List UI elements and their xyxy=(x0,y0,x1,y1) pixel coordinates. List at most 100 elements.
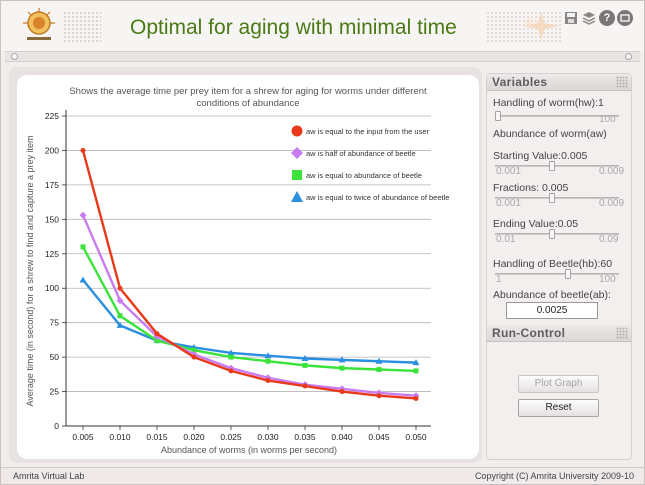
data-point xyxy=(265,358,271,364)
slider-thumb[interactable] xyxy=(549,193,555,203)
variables-heading: Variables xyxy=(492,75,548,89)
x-tick-label: 0.040 xyxy=(331,432,353,442)
data-point xyxy=(301,354,309,361)
sub-toolbar xyxy=(5,51,640,62)
data-point xyxy=(413,368,419,374)
y-tick-label: 200 xyxy=(45,145,59,155)
y-tick-label: 50 xyxy=(50,352,60,362)
handling-worm-label: Handling of worm(hw):1 xyxy=(493,97,604,109)
chart-title-line: Shows the average time per prey item for… xyxy=(69,86,427,97)
legend-marker xyxy=(291,147,303,159)
sparkle-icon xyxy=(521,11,559,41)
x-tick-label: 0.020 xyxy=(183,432,205,442)
data-point xyxy=(376,367,382,373)
data-point xyxy=(117,285,123,291)
abundance-beetle-label: Abundance of beetle(ab): xyxy=(493,289,611,301)
legend-label: aw is equal to twice of abundance of bee… xyxy=(306,193,449,202)
header-dot-pattern xyxy=(63,11,101,43)
data-point xyxy=(191,347,197,353)
data-point xyxy=(117,313,123,319)
plot-graph-button[interactable]: Plot Graph xyxy=(518,375,599,393)
legend-label: aw is equal to abundance of beetle xyxy=(306,171,422,180)
slider-thumb[interactable] xyxy=(549,161,555,171)
handling-worm-slider[interactable] xyxy=(495,111,619,121)
data-point xyxy=(80,147,86,153)
footer-copyright: Copyright (C) Amrita University 2009-10 xyxy=(474,471,634,481)
slider-thumb[interactable] xyxy=(549,229,555,239)
minimize-icon[interactable] xyxy=(617,10,633,26)
handling-beetle-slider[interactable] xyxy=(495,269,619,279)
y-tick-label: 125 xyxy=(45,249,59,259)
y-tick-label: 0 xyxy=(54,421,59,431)
data-point xyxy=(228,354,234,360)
abundance-beetle-input[interactable]: 0.0025 xyxy=(506,302,598,319)
y-tick-label: 225 xyxy=(45,111,59,121)
data-point xyxy=(154,338,160,344)
ending-value-max: 0.09 xyxy=(599,234,619,245)
help-icon[interactable]: ? xyxy=(599,10,615,26)
reset-button[interactable]: Reset xyxy=(518,399,599,417)
run-control-header: Run-Control xyxy=(487,325,631,342)
data-point xyxy=(413,395,419,401)
variables-header: Variables xyxy=(487,74,631,91)
starting-value-slider[interactable] xyxy=(495,161,619,171)
legend-label: aw is half of abundance of beetle xyxy=(306,149,416,158)
data-point xyxy=(264,352,272,359)
ending-value-slider[interactable] xyxy=(495,229,619,239)
x-tick-label: 0.010 xyxy=(109,432,131,442)
y-axis-label: Average time (in second) for a shrew to … xyxy=(25,136,35,407)
starting-value-max: 0.009 xyxy=(599,166,625,177)
header-toolbar: ? xyxy=(563,10,633,26)
data-point xyxy=(116,297,124,305)
slider-track xyxy=(495,197,619,199)
legend-label: aw is equal to the input from the user xyxy=(306,127,429,136)
data-point xyxy=(339,389,345,395)
stack-icon[interactable] xyxy=(581,10,597,26)
right-circle-icon xyxy=(625,53,632,60)
line-chart: Shows the average time per prey item for… xyxy=(25,86,449,455)
data-point xyxy=(191,354,197,360)
series-line xyxy=(81,150,417,400)
panel-grip-icon xyxy=(616,327,628,339)
y-tick-label: 175 xyxy=(45,180,59,190)
ending-value-label: Ending Value:0.05 xyxy=(493,218,579,230)
y-tick-label: 75 xyxy=(50,318,60,328)
y-tick-label: 100 xyxy=(45,283,59,293)
handling-beetle-min: 1 xyxy=(496,274,502,285)
data-point xyxy=(265,378,271,384)
data-point xyxy=(375,357,383,364)
slider-thumb[interactable] xyxy=(565,269,571,279)
fractions-slider[interactable] xyxy=(495,193,619,203)
data-point xyxy=(302,383,308,389)
slider-thumb[interactable] xyxy=(495,111,501,121)
data-point xyxy=(228,368,234,374)
chart-title-line: conditions of abundance xyxy=(197,98,300,109)
data-point xyxy=(79,211,87,219)
data-point xyxy=(338,356,346,363)
y-tick-label: 150 xyxy=(45,214,59,224)
save-icon[interactable] xyxy=(563,10,579,26)
fractions-label: Fractions: 0.005 xyxy=(493,182,569,194)
legend-marker xyxy=(291,125,303,137)
series-line xyxy=(81,214,417,397)
x-tick-label: 0.035 xyxy=(294,432,316,442)
handling-beetle-label: Handling of Beetle(hb):60 xyxy=(493,258,613,270)
legend-marker xyxy=(291,191,303,202)
data-point xyxy=(302,362,308,368)
legend-marker xyxy=(292,170,302,180)
y-tick-label: 25 xyxy=(50,387,60,397)
graph-panel: Shows the average time per prey item for… xyxy=(17,75,479,459)
data-point xyxy=(376,393,382,399)
data-point xyxy=(412,359,420,366)
x-axis-label: Abundance of worms (in worms per second) xyxy=(161,445,337,455)
slider-track xyxy=(495,233,619,235)
slider-track xyxy=(495,273,619,275)
left-circle-icon xyxy=(11,53,18,60)
data-point xyxy=(227,349,235,356)
handling-beetle-max: 100 xyxy=(599,274,616,285)
x-tick-label: 0.015 xyxy=(146,432,168,442)
series-line xyxy=(82,279,417,364)
footer: Amrita Virtual Lab Copyright (C) Amrita … xyxy=(1,467,644,484)
series-line xyxy=(81,246,417,373)
